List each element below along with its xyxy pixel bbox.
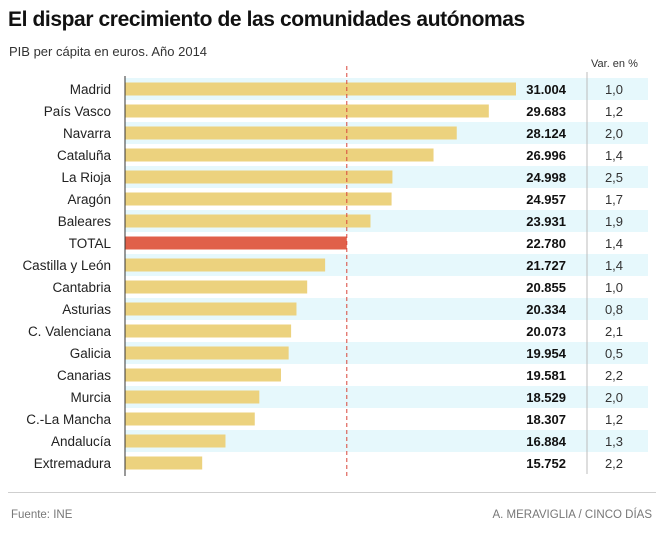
bar-chart: Madrid 31.004 1,0 País Vasco 29.683 1,2 Navarr… xyxy=(22,66,648,478)
bar xyxy=(125,280,308,294)
bar xyxy=(125,192,392,206)
bar xyxy=(125,104,489,118)
value-label: 26.996 xyxy=(526,148,566,163)
value-label: 15.752 xyxy=(526,456,566,471)
bar xyxy=(125,434,226,448)
value-label: 19.954 xyxy=(526,346,567,361)
variation-label: 2,0 xyxy=(605,126,623,141)
bar xyxy=(125,214,371,228)
value-label: 31.004 xyxy=(526,82,567,97)
variation-label: 2,2 xyxy=(605,368,623,383)
bar xyxy=(125,346,289,360)
variation-label: 1,4 xyxy=(605,236,623,251)
value-label: 18.529 xyxy=(526,390,566,405)
category-label: Galicia xyxy=(70,346,112,361)
credit-note: A. MERAVIGLIA / CINCO DÍAS xyxy=(492,509,652,521)
category-label: Asturias xyxy=(62,302,111,317)
bar xyxy=(125,412,255,426)
category-label: Cantabria xyxy=(52,280,111,295)
category-label: Extremadura xyxy=(34,456,112,471)
variation-label: 1,4 xyxy=(605,258,623,273)
variation-label: 1,2 xyxy=(605,412,623,427)
value-label: 24.998 xyxy=(526,170,566,185)
variation-label: 0,5 xyxy=(605,346,623,361)
value-label: 22.780 xyxy=(526,236,566,251)
bar xyxy=(125,170,393,184)
bar xyxy=(125,456,203,470)
category-label: Canarias xyxy=(57,368,111,383)
category-label: Navarra xyxy=(63,126,112,141)
category-label: Aragón xyxy=(67,192,111,207)
variation-label: 1,3 xyxy=(605,434,623,449)
variation-label: 1,4 xyxy=(605,148,623,163)
variation-label: 2,5 xyxy=(605,170,623,185)
value-label: 16.884 xyxy=(526,434,567,449)
value-label: 21.727 xyxy=(526,258,566,273)
value-label: 24.957 xyxy=(526,192,566,207)
variation-label: 1,0 xyxy=(605,82,623,97)
category-label: Madrid xyxy=(70,82,111,97)
source-note: Fuente: INE xyxy=(11,509,73,521)
variation-column-header: Var. en % xyxy=(591,58,638,70)
value-label: 29.683 xyxy=(526,104,566,119)
value-label: 23.931 xyxy=(526,214,566,229)
bar-total xyxy=(125,236,347,250)
category-label: Murcia xyxy=(70,390,111,405)
value-label: 19.581 xyxy=(526,368,566,383)
variation-label: 1,7 xyxy=(605,192,623,207)
row-stripe xyxy=(125,430,648,452)
variation-label: 2,1 xyxy=(605,324,623,339)
category-label: Cataluña xyxy=(57,148,112,163)
category-label: C.-La Mancha xyxy=(26,412,111,427)
value-label: 20.855 xyxy=(526,280,566,295)
value-label: 20.334 xyxy=(526,302,567,317)
bar xyxy=(125,148,434,162)
bar xyxy=(125,126,457,140)
category-label: Andalucía xyxy=(51,434,112,449)
variation-label: 0,8 xyxy=(605,302,623,317)
bar xyxy=(125,302,297,316)
category-label: La Rioja xyxy=(61,170,111,185)
bar xyxy=(125,390,260,404)
variation-label: 2,2 xyxy=(605,456,623,471)
value-label: 28.124 xyxy=(526,126,567,141)
chart-title: El dispar crecimiento de las comunidades… xyxy=(8,8,525,31)
category-label: C. Valenciana xyxy=(28,324,112,339)
variation-label: 1,9 xyxy=(605,214,623,229)
category-label: TOTAL xyxy=(69,236,112,251)
variation-label: 1,0 xyxy=(605,280,623,295)
bar xyxy=(125,368,281,382)
value-label: 20.073 xyxy=(526,324,566,339)
variation-label: 2,0 xyxy=(605,390,623,405)
bar xyxy=(125,82,516,96)
chart-subtitle: PIB per cápita en euros. Año 2014 xyxy=(9,44,208,59)
category-label: País Vasco xyxy=(44,104,111,119)
category-label: Baleares xyxy=(58,214,112,229)
bar xyxy=(125,258,326,272)
footer-divider xyxy=(8,492,656,493)
variation-label: 1,2 xyxy=(605,104,623,119)
category-label: Castilla y León xyxy=(22,258,111,273)
bar xyxy=(125,324,292,338)
value-label: 18.307 xyxy=(526,412,566,427)
